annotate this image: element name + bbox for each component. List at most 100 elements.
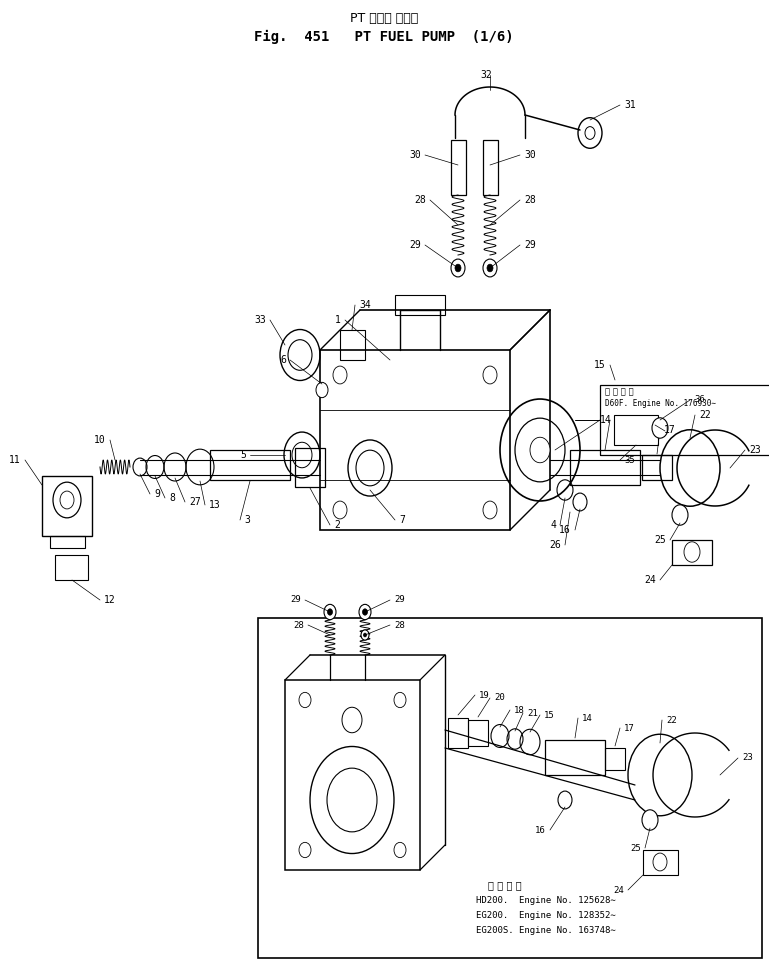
Text: 26: 26 xyxy=(549,540,561,550)
Text: 4: 4 xyxy=(550,520,556,530)
Text: 20: 20 xyxy=(494,694,504,703)
Text: 2: 2 xyxy=(334,520,340,530)
Text: 18: 18 xyxy=(514,706,524,714)
Circle shape xyxy=(394,692,406,708)
Bar xyxy=(570,450,640,485)
Bar xyxy=(672,540,712,565)
Bar xyxy=(600,385,769,455)
Text: EG200S. Engine No. 163748∼: EG200S. Engine No. 163748∼ xyxy=(476,925,616,935)
Text: 17: 17 xyxy=(664,425,676,435)
Text: 35: 35 xyxy=(624,456,634,465)
Text: 28: 28 xyxy=(524,195,536,205)
Text: 1: 1 xyxy=(335,315,341,325)
Circle shape xyxy=(359,605,371,619)
Text: 適 用 号 機: 適 用 号 機 xyxy=(605,387,634,397)
Circle shape xyxy=(487,265,493,271)
Circle shape xyxy=(451,259,465,277)
Text: Fig.  451   PT FUEL PUMP  (1/6): Fig. 451 PT FUEL PUMP (1/6) xyxy=(255,30,514,44)
Bar xyxy=(210,450,290,480)
Bar xyxy=(643,850,678,875)
Circle shape xyxy=(328,609,332,615)
Text: 11: 11 xyxy=(9,455,21,465)
Text: 28: 28 xyxy=(394,620,404,629)
Circle shape xyxy=(362,609,368,615)
Circle shape xyxy=(324,605,336,619)
Text: EG200.  Engine No. 128352∼: EG200. Engine No. 128352∼ xyxy=(476,910,616,919)
Circle shape xyxy=(652,417,668,438)
Circle shape xyxy=(483,501,497,519)
Circle shape xyxy=(60,491,74,509)
Circle shape xyxy=(483,259,497,277)
Text: 24: 24 xyxy=(644,575,656,585)
Text: 3: 3 xyxy=(244,515,250,525)
Text: 14: 14 xyxy=(600,415,612,425)
Bar xyxy=(340,330,365,360)
Circle shape xyxy=(530,437,550,463)
Bar xyxy=(483,140,498,195)
Text: 29: 29 xyxy=(290,596,301,605)
Bar xyxy=(320,350,510,530)
Bar xyxy=(42,476,92,536)
Circle shape xyxy=(585,126,595,139)
Circle shape xyxy=(316,382,328,398)
Text: 34: 34 xyxy=(359,300,371,310)
Bar xyxy=(605,748,625,770)
Bar xyxy=(614,415,658,445)
Text: 36: 36 xyxy=(694,396,704,405)
Text: 7: 7 xyxy=(399,515,404,525)
Bar xyxy=(258,618,762,958)
Bar xyxy=(285,680,420,870)
Text: 27: 27 xyxy=(189,497,201,507)
Text: 29: 29 xyxy=(524,240,536,250)
Text: 30: 30 xyxy=(524,150,536,160)
Text: 6: 6 xyxy=(280,355,286,365)
Text: 28: 28 xyxy=(414,195,426,205)
Circle shape xyxy=(364,633,367,637)
Text: 15: 15 xyxy=(594,360,606,370)
Circle shape xyxy=(333,367,347,384)
Text: 8: 8 xyxy=(169,493,175,503)
Circle shape xyxy=(684,542,700,563)
Circle shape xyxy=(333,501,347,519)
Circle shape xyxy=(394,843,406,858)
Circle shape xyxy=(455,265,461,271)
Bar xyxy=(642,455,672,480)
Text: 適 用 号 機: 適 用 号 機 xyxy=(488,880,521,890)
Text: 10: 10 xyxy=(95,435,106,445)
Text: 31: 31 xyxy=(624,100,636,110)
Text: 16: 16 xyxy=(535,825,546,835)
Text: 24: 24 xyxy=(613,886,624,895)
Circle shape xyxy=(299,843,311,858)
Bar xyxy=(395,295,445,315)
Text: 33: 33 xyxy=(255,315,266,325)
Circle shape xyxy=(642,809,658,830)
Bar xyxy=(451,140,466,195)
Text: 28: 28 xyxy=(293,620,304,629)
Text: 32: 32 xyxy=(480,70,492,80)
Text: D60F. Engine No. 176930∼: D60F. Engine No. 176930∼ xyxy=(605,399,716,408)
Text: 16: 16 xyxy=(559,525,571,535)
Bar xyxy=(545,740,605,775)
Text: 30: 30 xyxy=(409,150,421,160)
Text: 25: 25 xyxy=(631,844,641,853)
Circle shape xyxy=(672,505,688,525)
Bar xyxy=(468,720,488,746)
Text: 22: 22 xyxy=(699,410,711,420)
Circle shape xyxy=(299,692,311,708)
Text: 19: 19 xyxy=(479,691,490,700)
Text: 23: 23 xyxy=(742,754,753,762)
Text: 13: 13 xyxy=(209,500,221,510)
Circle shape xyxy=(361,630,369,640)
Circle shape xyxy=(342,708,362,733)
Bar xyxy=(448,718,468,748)
Text: 5: 5 xyxy=(240,450,246,460)
Text: 17: 17 xyxy=(624,723,634,732)
Text: 9: 9 xyxy=(154,489,160,499)
Bar xyxy=(55,555,88,580)
Circle shape xyxy=(483,367,497,384)
Bar xyxy=(295,448,325,487)
Text: 14: 14 xyxy=(582,713,593,722)
Bar xyxy=(50,536,85,548)
Circle shape xyxy=(653,853,667,871)
Text: 29: 29 xyxy=(409,240,421,250)
